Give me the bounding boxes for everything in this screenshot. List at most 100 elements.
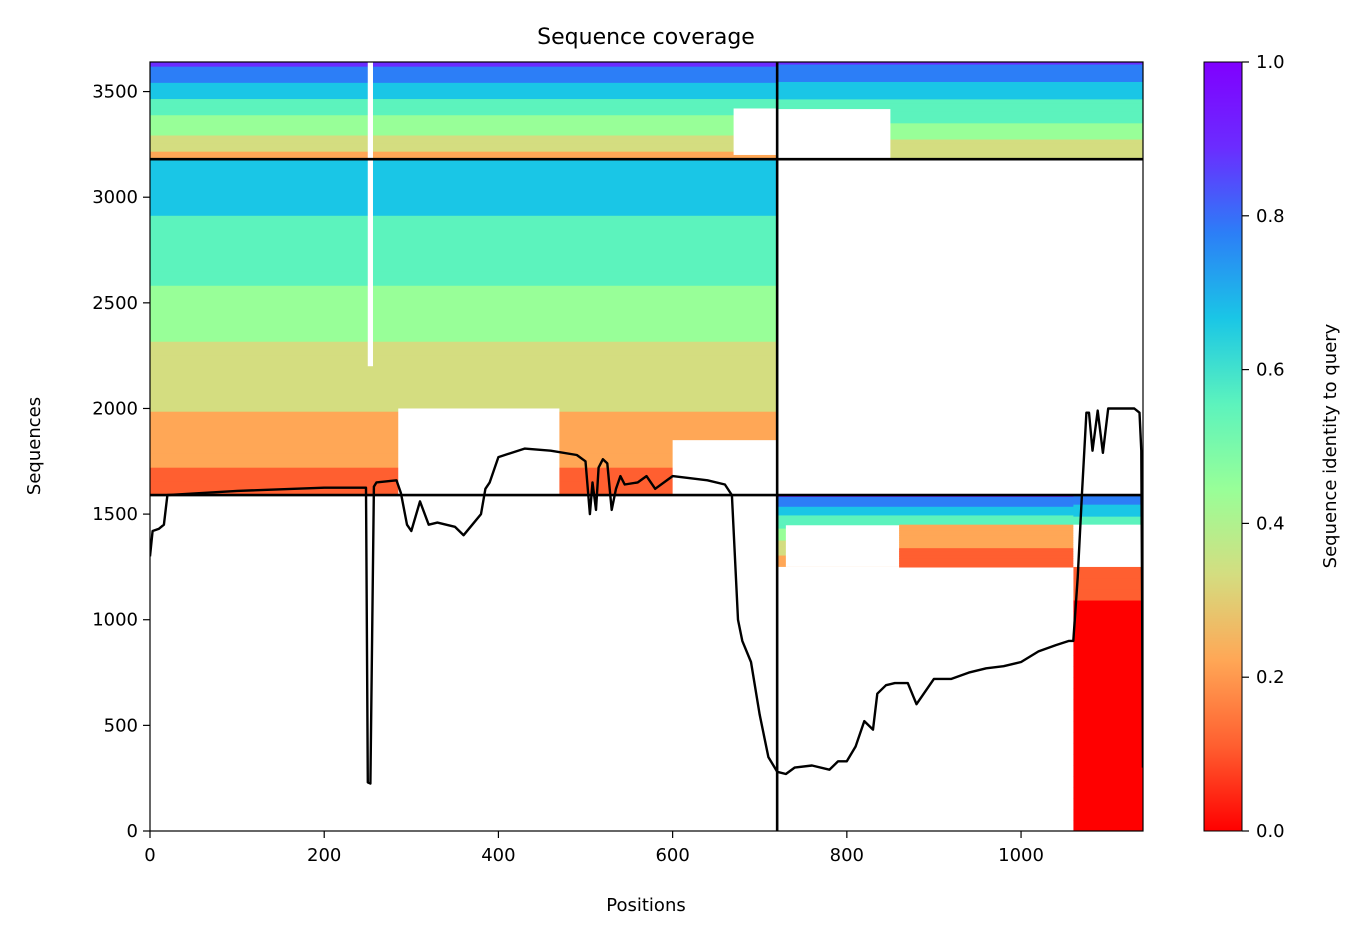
x-axis-label: Positions (606, 895, 685, 916)
heat-gap (367, 62, 373, 367)
heat-block-chainB-low (1073, 665, 1143, 678)
heat-block-chainA-top (150, 151, 778, 156)
heat-block-chainB-low (1073, 819, 1143, 831)
heat-block-chainB-upper (777, 87, 1143, 90)
heat-block-chainB-mid (899, 558, 1074, 561)
heat-block-chainB-upper (777, 77, 1143, 81)
heat-block-chainB-mid (899, 554, 1074, 557)
heat-block-chainB-top (777, 151, 1143, 156)
heat-block-chainB-low (1073, 577, 1143, 590)
colorbar-label: Sequence identity to query (1320, 323, 1341, 568)
y-axis-label: Sequences (24, 397, 45, 495)
heat-block-chainB-upper (777, 91, 1143, 94)
heat-block-chainB-low (1073, 588, 1143, 601)
heat-block-chainB-top (777, 147, 1143, 152)
heat-block-chainA (150, 397, 778, 412)
colorbar-tick-label: 0.8 (1256, 206, 1285, 227)
chain-break-lines (150, 62, 1143, 831)
heat-block-chainB-upper (777, 79, 1143, 82)
heat-block-chainB-high (777, 497, 1074, 500)
coverage-line (150, 407, 1143, 785)
heat-block-chainB-low (1073, 709, 1143, 722)
heat-block-chainB-low (1073, 610, 1143, 623)
colorbar-tick-label: 0.6 (1256, 360, 1285, 381)
heat-gap (777, 108, 891, 160)
heat-block-chainB-high (777, 513, 1074, 516)
heat-gap (777, 159, 1143, 496)
heat-block-chainB-upper (777, 98, 1143, 102)
heat-block-chainB-mid (899, 561, 1074, 564)
heat-block-chainB-mid (899, 533, 1074, 536)
heat-block-chainB-mid (899, 531, 1074, 535)
heat-block-chainB-high (777, 508, 1074, 511)
x-axis-ticks: 0 200 400 600 800 1000 (144, 831, 1044, 866)
heat-block-chainB-top (777, 126, 1143, 132)
heat-block-chainA (150, 299, 778, 314)
heat-block-chainB-mid (899, 563, 1074, 566)
y-tick-label: 1000 (92, 610, 138, 631)
heat-block-chainB-mid (899, 528, 1074, 531)
heat-block-chainB-low (1073, 676, 1143, 689)
heat-block-chainB-high (777, 511, 1074, 513)
heat-block-chainB-high (777, 517, 1074, 520)
heat-block-chainB-top (777, 155, 1143, 160)
heat-block-chainB-high (777, 501, 1074, 504)
heat-gap (398, 408, 560, 496)
x-tick-label: 200 (307, 845, 341, 866)
colorbar (1203, 61, 1243, 832)
heat-block-chainB-upper (777, 102, 1143, 106)
heat-block-chainB-high (777, 500, 1074, 502)
y-tick-label: 500 (104, 715, 138, 736)
heat-block-chainA-top (150, 110, 778, 116)
heat-block-chainB-high (777, 498, 1074, 501)
heat-block-chainB-high (777, 523, 1074, 526)
heat-block-chainB-upper (777, 63, 1143, 67)
heat-block-chainA (150, 327, 778, 342)
heat-block-chainB-low (1073, 632, 1143, 645)
heat-block-chainB-upper (777, 89, 1143, 92)
heat-block-chainB-high (777, 502, 1074, 505)
heat-block-chainA (150, 271, 778, 286)
heat-block-chainB-low (1073, 720, 1143, 733)
plot-frame (149, 61, 1144, 832)
heat-block-chainA-top (150, 130, 778, 136)
heat-block-chainB-mid (899, 556, 1074, 559)
heat-block-chainA-top (150, 78, 778, 83)
heat-block-chainA (150, 187, 778, 202)
heat-block-chainB-upper (777, 106, 1143, 110)
heat-block-chainB-top (777, 130, 1143, 136)
heat-block-chainB-mid (899, 549, 1074, 552)
y-tick-label: 0 (127, 821, 138, 842)
heat-block-chainB-high (777, 522, 1074, 525)
heat-block-chainA-top (150, 66, 778, 71)
heat-block-chainA (150, 341, 778, 356)
heat-gap (150, 495, 778, 831)
heat-block-chainB-upper (777, 75, 1143, 79)
heat-block-chainB-top (777, 134, 1143, 140)
heat-block-chainB-upper (777, 73, 1143, 77)
heat-block-chainA-top (150, 102, 778, 108)
y-tick-label: 1500 (92, 504, 138, 525)
heat-block-chainA (150, 201, 778, 216)
heat-block-chainA (150, 383, 778, 398)
heat-block-chainB-low (1073, 621, 1143, 634)
heat-block-chainB-high (777, 503, 1074, 506)
heat-block-chainA-top (150, 138, 778, 144)
colorbar-ticks: 0.0 0.2 0.4 0.6 0.8 1.0 (1242, 52, 1285, 842)
chart-title: Sequence coverage (537, 25, 755, 50)
heat-block-chainB-top (777, 118, 1143, 124)
heat-block-chainA (150, 313, 778, 328)
heat-block-chainB-low (1073, 698, 1143, 711)
heat-block-chainB-low (1073, 742, 1143, 755)
heat-block-chainB-high (777, 519, 1074, 522)
y-axis-ticks: 0 500 1000 1500 2000 2500 3000 3500 (92, 82, 150, 842)
heat-block-chainA-top (150, 155, 778, 160)
heat-block-chainB-low (1073, 764, 1143, 777)
heat-block-chainB-upper (777, 100, 1143, 104)
heat-block-chainB-upper (777, 85, 1143, 88)
heat-block-chainB-top (777, 114, 1143, 120)
heat-gap (672, 440, 778, 496)
heat-gap (733, 108, 778, 155)
heat-gap (777, 566, 1074, 831)
